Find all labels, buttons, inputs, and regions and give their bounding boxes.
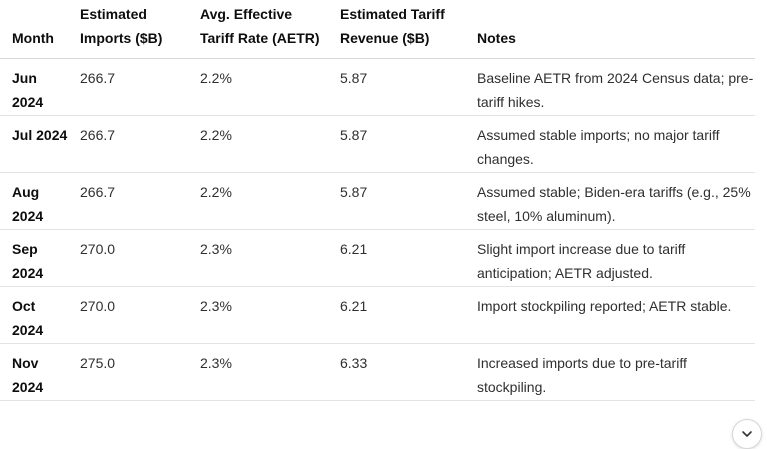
- cell-aetr: 2.2%: [200, 184, 232, 200]
- cell-notes: Import stockpiling reported; AETR stable…: [477, 298, 732, 314]
- cell-imports: 270.0: [80, 241, 116, 257]
- cell-aetr: 2.3%: [200, 241, 232, 257]
- cell-revenue: 5.87: [340, 184, 368, 200]
- column-header-imports: Estimated Imports ($B): [68, 0, 188, 59]
- cell-aetr: 2.3%: [200, 355, 232, 371]
- table-row: Nov 2024 275.0 2.3% 6.33 Increased impor…: [0, 344, 755, 401]
- cell-month: Jun 2024: [12, 70, 44, 110]
- cell-revenue: 6.21: [340, 298, 368, 314]
- cell-imports: 266.7: [80, 184, 116, 200]
- column-header-month: Month: [0, 0, 68, 59]
- table-body: Jun 2024 266.7 2.2% 5.87 Baseline AETR f…: [0, 59, 755, 401]
- cell-aetr: 2.3%: [200, 298, 232, 314]
- tariff-table-container: Month Estimated Imports ($B) Avg. Effect…: [0, 0, 755, 401]
- tariff-table: Month Estimated Imports ($B) Avg. Effect…: [0, 0, 755, 401]
- cell-revenue: 6.21: [340, 241, 368, 257]
- table-row: Jul 2024 266.7 2.2% 5.87 Assumed stable …: [0, 116, 755, 173]
- cell-revenue: 6.33: [340, 355, 368, 371]
- cell-month: Sep 2024: [12, 241, 44, 281]
- cell-month: Oct 2024: [12, 298, 44, 338]
- cell-aetr: 2.2%: [200, 127, 232, 143]
- header-row: Month Estimated Imports ($B) Avg. Effect…: [0, 0, 755, 59]
- column-header-aetr: Avg. Effective Tariff Rate (AETR): [188, 0, 328, 59]
- cell-imports: 270.0: [80, 298, 116, 314]
- table-row: Jun 2024 266.7 2.2% 5.87 Baseline AETR f…: [0, 59, 755, 116]
- chevron-down-icon: [742, 431, 752, 437]
- cell-notes: Assumed stable imports; no major tariff …: [477, 127, 720, 167]
- scroll-to-bottom-button[interactable]: [732, 419, 762, 449]
- cell-revenue: 5.87: [340, 127, 368, 143]
- cell-notes: Increased imports due to pre-tariff stoc…: [477, 355, 687, 395]
- table-row: Aug 2024 266.7 2.2% 5.87 Assumed stable;…: [0, 173, 755, 230]
- cell-aetr: 2.2%: [200, 70, 232, 86]
- table-row: Oct 2024 270.0 2.3% 6.21 Import stockpil…: [0, 287, 755, 344]
- cell-imports: 275.0: [80, 355, 116, 371]
- cell-notes: Assumed stable; Biden-era tariffs (e.g.,…: [477, 184, 751, 224]
- cell-imports: 266.7: [80, 70, 116, 86]
- cell-month: Nov 2024: [12, 355, 44, 395]
- cell-revenue: 5.87: [340, 70, 368, 86]
- cell-month: Jul 2024: [12, 127, 68, 143]
- table-header: Month Estimated Imports ($B) Avg. Effect…: [0, 0, 755, 59]
- table-row: Sep 2024 270.0 2.3% 6.21 Slight import i…: [0, 230, 755, 287]
- cell-imports: 266.7: [80, 127, 116, 143]
- column-header-notes: Notes: [465, 0, 755, 59]
- cell-month: Aug 2024: [12, 184, 44, 224]
- column-header-revenue: Estimated Tariff Revenue ($B): [328, 0, 465, 59]
- cell-notes: Baseline AETR from 2024 Census data; pre…: [477, 70, 754, 110]
- cell-notes: Slight import increase due to tariff ant…: [477, 241, 686, 281]
